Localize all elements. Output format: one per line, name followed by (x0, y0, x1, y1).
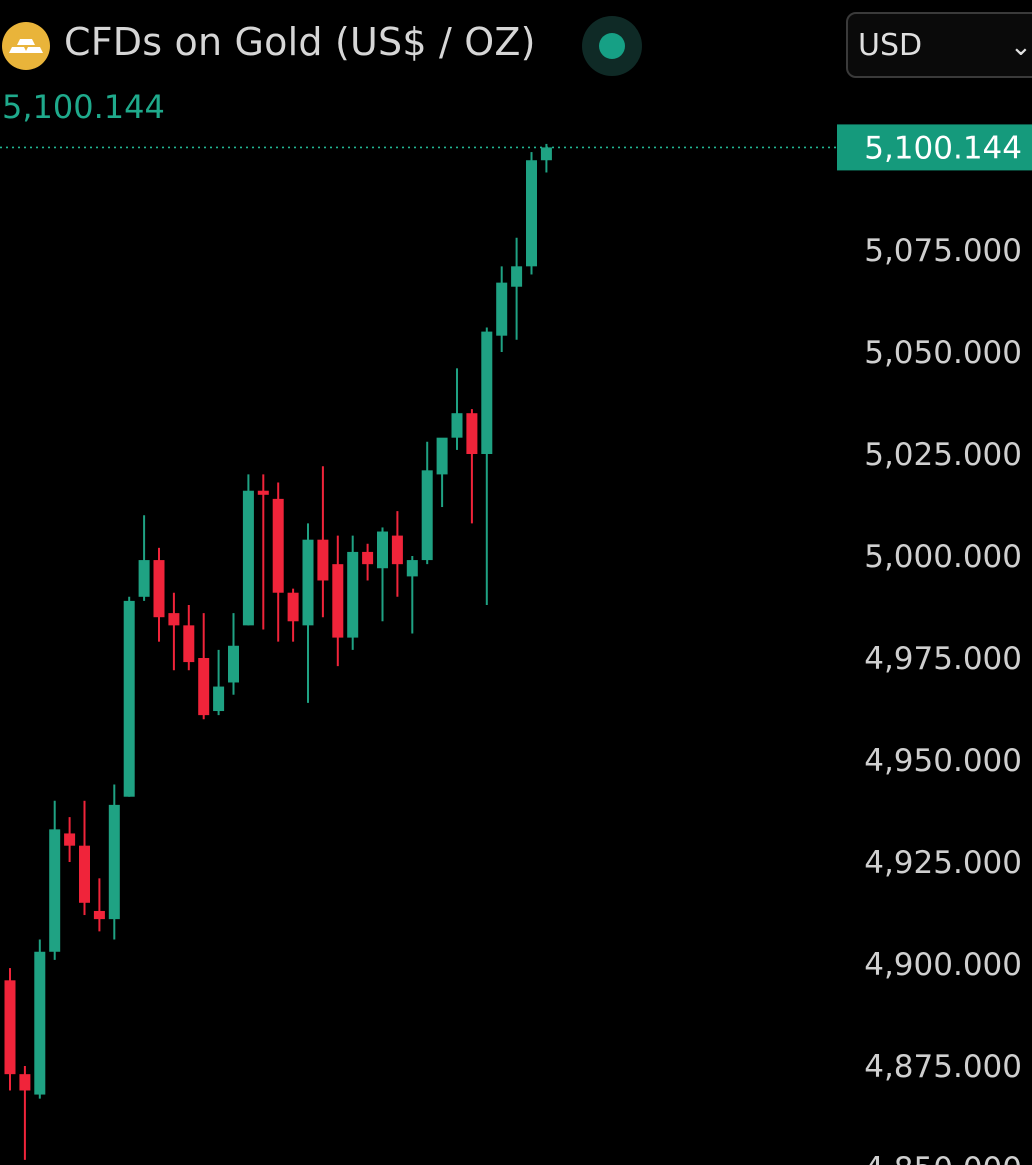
candle-body (93, 910, 105, 920)
y-axis-tick-label: 4,875.000 (864, 1049, 1022, 1085)
current-price-tag (837, 124, 1032, 171)
candle-body (34, 951, 46, 1095)
y-axis-tick-label: 4,975.000 (864, 641, 1022, 677)
currency-value: USD (858, 28, 923, 63)
candle-body (19, 1074, 31, 1091)
currency-select[interactable]: USD ⌄ (846, 12, 1032, 78)
candle-body (302, 539, 314, 626)
y-axis-tick-label: 5,000.000 (864, 539, 1022, 575)
candle-body (377, 531, 388, 569)
y-axis-tick-label: 5,050.000 (864, 335, 1022, 371)
candle-body (4, 980, 16, 1075)
candle-body (153, 560, 165, 618)
candle-body (362, 551, 374, 565)
current-price-tag-label: 5,100.144 (864, 130, 1022, 166)
y-axis-tick-label: 4,850.000 (864, 1151, 1022, 1165)
y-axis-tick-label: 5,025.000 (864, 437, 1022, 473)
last-price: 5,100.144 (2, 88, 165, 126)
candle-body (287, 592, 299, 622)
live-dot-icon (599, 33, 625, 59)
candle-body (198, 658, 210, 716)
candle-body (242, 490, 254, 626)
candle-body (526, 160, 537, 267)
y-axis-tick-label: 4,925.000 (864, 845, 1022, 881)
candle-body (108, 804, 120, 920)
y-axis-tick-label: 4,900.000 (864, 947, 1022, 983)
candle-body (421, 470, 433, 561)
candle-body (213, 686, 225, 712)
instrument-title: CFDs on Gold (US$ / OZ) (64, 20, 536, 64)
candle-body (49, 829, 61, 952)
chart-header: CFDs on Gold (US$ / OZ) USD ⌄ 5,100.144 (0, 0, 1032, 126)
gold-bars-icon (2, 22, 50, 70)
chevron-down-icon: ⌄ (1010, 32, 1032, 62)
candle-body (451, 413, 463, 438)
y-axis-tick-label: 4,950.000 (864, 743, 1022, 779)
candle-body (511, 266, 523, 287)
candle-body (257, 490, 269, 495)
candle-body (79, 845, 90, 903)
candle-body (228, 645, 239, 683)
market-status-indicator (582, 16, 642, 76)
candle-body (540, 147, 552, 161)
candle-body (436, 437, 448, 475)
candle-body (406, 560, 418, 577)
candle-body (123, 600, 135, 797)
candle-body (496, 282, 508, 336)
candle-body (183, 625, 195, 663)
candle-body (347, 551, 359, 638)
candle-body (332, 564, 344, 638)
candle-body (64, 833, 76, 846)
candle-body (272, 498, 284, 593)
candle-body (481, 331, 493, 454)
candle-body (138, 560, 150, 597)
y-axis-tick-label: 5,075.000 (864, 233, 1022, 269)
candle-body (168, 613, 180, 626)
candle-body (391, 535, 403, 565)
candle-body (317, 539, 329, 581)
candle-body (466, 413, 478, 454)
